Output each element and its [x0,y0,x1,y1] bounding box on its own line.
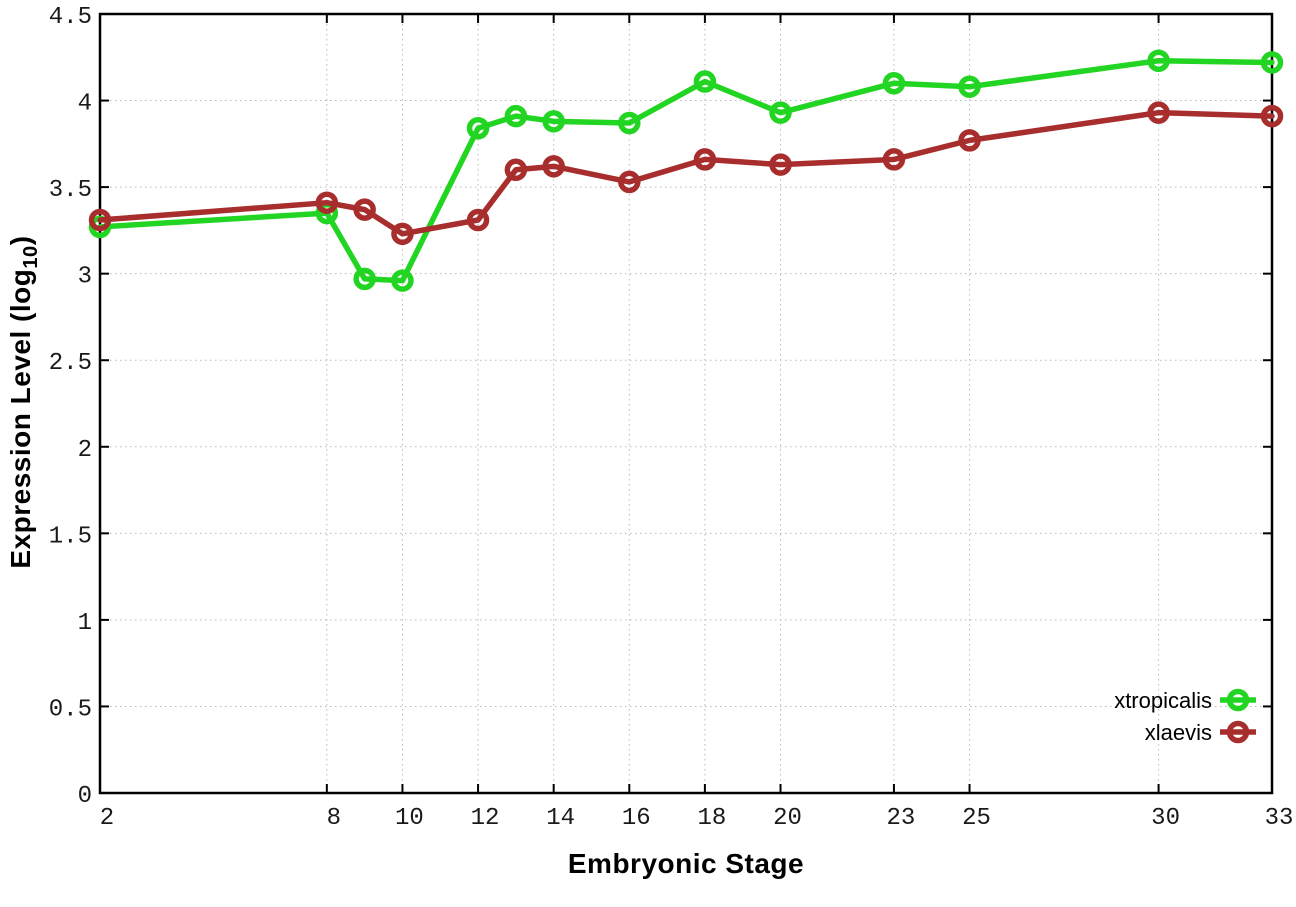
x-tick-label-18: 18 [697,805,726,832]
x-tick-label-14: 14 [546,805,575,832]
x-tick-label-10: 10 [395,805,424,832]
legend-marker-xtropicalis [1226,688,1250,712]
y-tick-label-3.5: 3.5 [49,177,92,204]
x-axis-title: Embryonic Stage [567,848,805,879]
y-tick-label-1.5: 1.5 [49,523,92,550]
series-xlaevis-point-stage-20 [769,153,792,176]
legend-label-xlaevis: xlaevis [1145,720,1212,745]
y-axis-title: Expression Level (log10) [5,235,43,568]
y-tick-label-2: 2 [78,437,92,464]
series-xtropicalis-point-stage-12 [466,117,490,140]
x-tick-label-30: 30 [1151,805,1180,832]
series-xtropicalis-point-stage-25 [958,75,981,98]
y-tick-label-0: 0 [78,783,92,810]
series-xlaevis-point-stage-30 [1147,101,1170,124]
series-xlaevis-point-stage-8 [315,191,339,214]
series-xlaevis-point-stage-13 [504,158,528,182]
x-tick-label-20: 20 [773,805,802,832]
series-xlaevis-point-stage-12 [466,208,490,232]
series-xtropicalis-point-stage-18 [693,70,717,93]
series-xtropicalis-point-stage-20 [769,101,792,124]
x-tick-label-25: 25 [962,805,991,832]
x-tick-label-12: 12 [471,805,500,832]
series-xlaevis-point-stage-16 [618,170,641,194]
series-xlaevis-point-stage-18 [693,148,717,171]
series-xlaevis-point-stage-9 [353,198,376,221]
y-tick-label-4: 4 [78,91,92,118]
series-xlaevis-point-stage-33 [1260,104,1284,128]
series-xtropicalis-point-stage-14 [542,110,565,133]
series-xtropicalis-point-stage-13 [504,104,528,128]
series-xtropicalis-point-stage-30 [1147,49,1170,72]
series-xtropicalis-point-stage-23 [882,71,906,95]
series-xtropicalis-point-stage-16 [618,111,641,135]
series-xlaevis-point-stage-14 [542,155,565,178]
legend-label-xtropicalis: xtropicalis [1114,688,1212,713]
x-tick-label-33: 33 [1265,805,1294,832]
x-tick-label-16: 16 [622,805,651,832]
series-xtropicalis-point-stage-9 [353,267,376,291]
x-tick-label-23: 23 [887,805,916,832]
y-axis-title-subscript: 10 [19,245,42,269]
y-tick-label-4.5: 4.5 [49,4,92,31]
series-xlaevis-point-stage-10 [391,222,414,246]
y-tick-label-3: 3 [78,264,92,291]
y-axis-title-text: Expression Level (log [5,268,37,569]
series-xlaevis-point-stage-25 [958,129,981,152]
y-tick-label-1: 1 [78,610,92,637]
x-tick-label-8: 8 [327,805,341,832]
series-xlaevis-point-stage-2 [88,208,112,232]
y-tick-label-0.5: 0.5 [49,696,92,723]
x-tick-label-2: 2 [100,805,114,832]
y-tick-label-2.5: 2.5 [49,350,92,377]
legend-marker-xlaevis [1226,720,1250,744]
y-axis-title-suffix: ) [5,235,37,246]
series-xtropicalis-line [97,57,1275,284]
series-xtropicalis-point-stage-33 [1260,51,1284,74]
series-xtropicalis-point-stage-10 [391,269,414,292]
series-xlaevis-point-stage-23 [882,148,906,171]
plot-border [98,12,1274,795]
